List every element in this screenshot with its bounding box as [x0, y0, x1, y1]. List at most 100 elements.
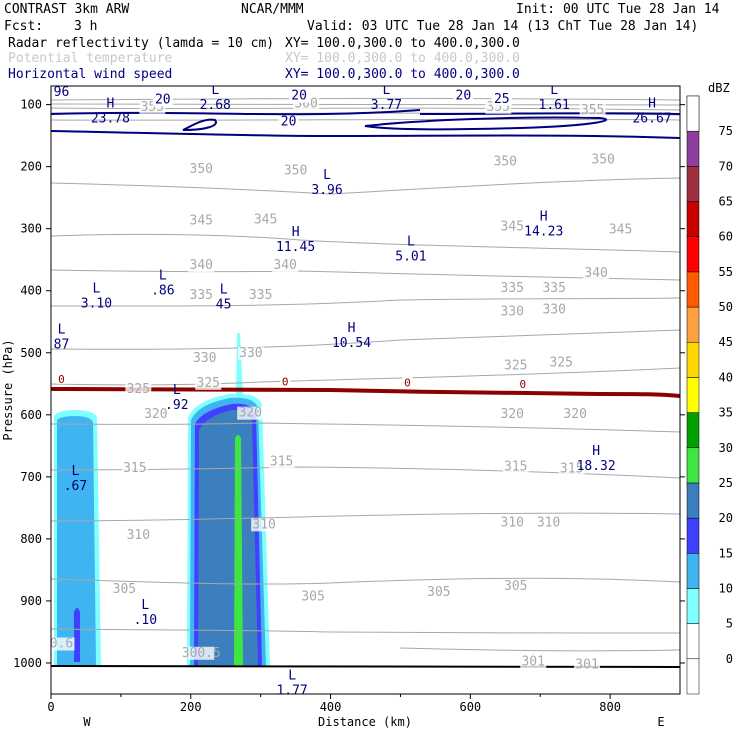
extremum-marker: H	[592, 444, 600, 459]
theta-label-bg	[499, 220, 526, 234]
theta-label-bg	[499, 305, 526, 319]
theta-label: 350	[494, 154, 517, 169]
extrema-labels: L2.68L3.77L1.61H23.78H26.67L3.96H11.45H1…	[54, 83, 672, 694]
reflectivity-shading-center	[187, 333, 270, 666]
theta-label-bg	[520, 655, 547, 669]
colorbar: 0 5 10 15 20 25 30 35 40 45 50 55 60 65 70 75	[686, 95, 733, 695]
extremum-value: 2.68	[200, 98, 231, 113]
colorbar-level-label: 25	[719, 476, 733, 490]
theta-label: 345	[254, 213, 277, 228]
wind-label-bg	[278, 115, 299, 129]
extremum-marker: L	[550, 83, 558, 98]
x-tick-label: 0	[47, 700, 54, 714]
plot-frame	[50, 85, 681, 695]
colorbar-level-label: 55	[719, 265, 733, 279]
extremum-marker: L	[72, 464, 80, 479]
theta-label-bg	[499, 516, 526, 530]
theta-label-bg	[111, 582, 138, 596]
theta-label: 305	[301, 589, 324, 604]
theta-label-bg	[142, 407, 169, 421]
theta-label-bg	[121, 461, 148, 475]
extremum-marker: L	[288, 669, 296, 684]
theta-label-bg	[502, 460, 529, 474]
extremum-marker: L	[173, 383, 181, 398]
zero-label: 0	[404, 377, 411, 390]
extremum-marker: L	[220, 283, 228, 298]
extremum-marker: L	[141, 598, 149, 613]
extremum-value: 3.96	[311, 183, 342, 198]
field-xy-reflectivity: XY= 100.0,300.0 to 400.0,300.0	[285, 36, 520, 51]
zero-label: 0	[282, 375, 289, 388]
theta-label: 310	[537, 515, 560, 530]
y-tick-label: 500	[20, 346, 42, 360]
extremum-marker: H	[648, 97, 656, 112]
theta-label: 320	[563, 407, 586, 422]
colorbar-level-label: 45	[719, 335, 733, 349]
colorbar-swatch	[686, 482, 700, 519]
zero-label: 0	[58, 373, 65, 386]
theta-label-bg	[237, 347, 264, 361]
theta-label: 301	[521, 654, 544, 669]
theta-label-bg	[541, 281, 568, 295]
theta-label-bg	[51, 637, 75, 651]
colorbar-swatch	[686, 130, 700, 167]
zero-label-bg	[280, 375, 291, 387]
theta-label: 330	[193, 351, 216, 366]
org-label: NCAR/MMM	[241, 2, 304, 17]
extremum-value: .67	[64, 479, 87, 494]
fcst-label: Fcst:	[4, 19, 43, 34]
wind-label: 96	[54, 85, 70, 100]
theta-label-bg	[251, 518, 278, 532]
theta-label-bg	[574, 658, 601, 672]
theta-label: 305	[427, 585, 450, 600]
zero-label-bg	[402, 376, 413, 388]
colorbar-swatch	[686, 517, 700, 554]
theta-label: 330	[501, 305, 524, 320]
theta-label-bg	[558, 462, 585, 476]
colorbar-swatch	[686, 377, 700, 413]
theta-label-bg	[300, 590, 327, 604]
theta-label-bg	[502, 359, 529, 373]
x-axis-east-label: E	[657, 715, 664, 729]
extremum-marker: L	[93, 281, 101, 296]
theta-label: 315	[504, 460, 527, 475]
colorbar-level-label: 70	[719, 159, 733, 173]
fcst-value: 3 h	[74, 19, 97, 34]
theta-label: 320	[501, 407, 524, 422]
wind-label: 20	[155, 92, 171, 107]
extremum-value: 18.32	[577, 459, 616, 474]
theta-label-bg	[188, 288, 215, 302]
colorbar-swatch	[686, 412, 700, 449]
zero-label-bg	[517, 377, 528, 389]
valid-time: Valid: 03 UTC Tue 28 Jan 14 (13 ChT Tue …	[307, 19, 698, 34]
reflectivity-shading-west	[54, 410, 101, 666]
extremum-value: 14.23	[524, 224, 563, 239]
theta-label-bg	[583, 267, 610, 281]
colorbar-level-label: 50	[719, 300, 733, 314]
theta-label-bg	[272, 259, 299, 273]
theta-label-bg	[252, 213, 279, 227]
zero-contour	[51, 387, 680, 398]
extremum-value: .92	[165, 398, 188, 413]
y-tick-label: 800	[20, 532, 42, 546]
theta-label: 305	[504, 579, 527, 594]
theta-label: 320	[238, 406, 261, 421]
theta-label-bg	[195, 376, 222, 390]
theta-label-bg	[492, 155, 519, 169]
extremum-marker: L	[323, 168, 331, 183]
theta-label-bg	[188, 646, 215, 660]
colorbar-swatch	[686, 623, 700, 660]
init-time: Init: 00 UTC Tue 28 Jan 14	[516, 2, 720, 17]
y-tick-label: 200	[20, 160, 42, 174]
extremum-value: 87	[54, 337, 70, 352]
y-tick-label: 300	[20, 222, 42, 236]
colorbar-swatch	[686, 341, 700, 378]
colorbar-swatch	[686, 553, 700, 589]
colorbar-level-label: 35	[719, 406, 733, 420]
y-tick-label: 900	[20, 594, 42, 608]
model-title: CONTRAST 3km ARW	[4, 2, 129, 17]
theta-label: 325	[549, 355, 572, 370]
